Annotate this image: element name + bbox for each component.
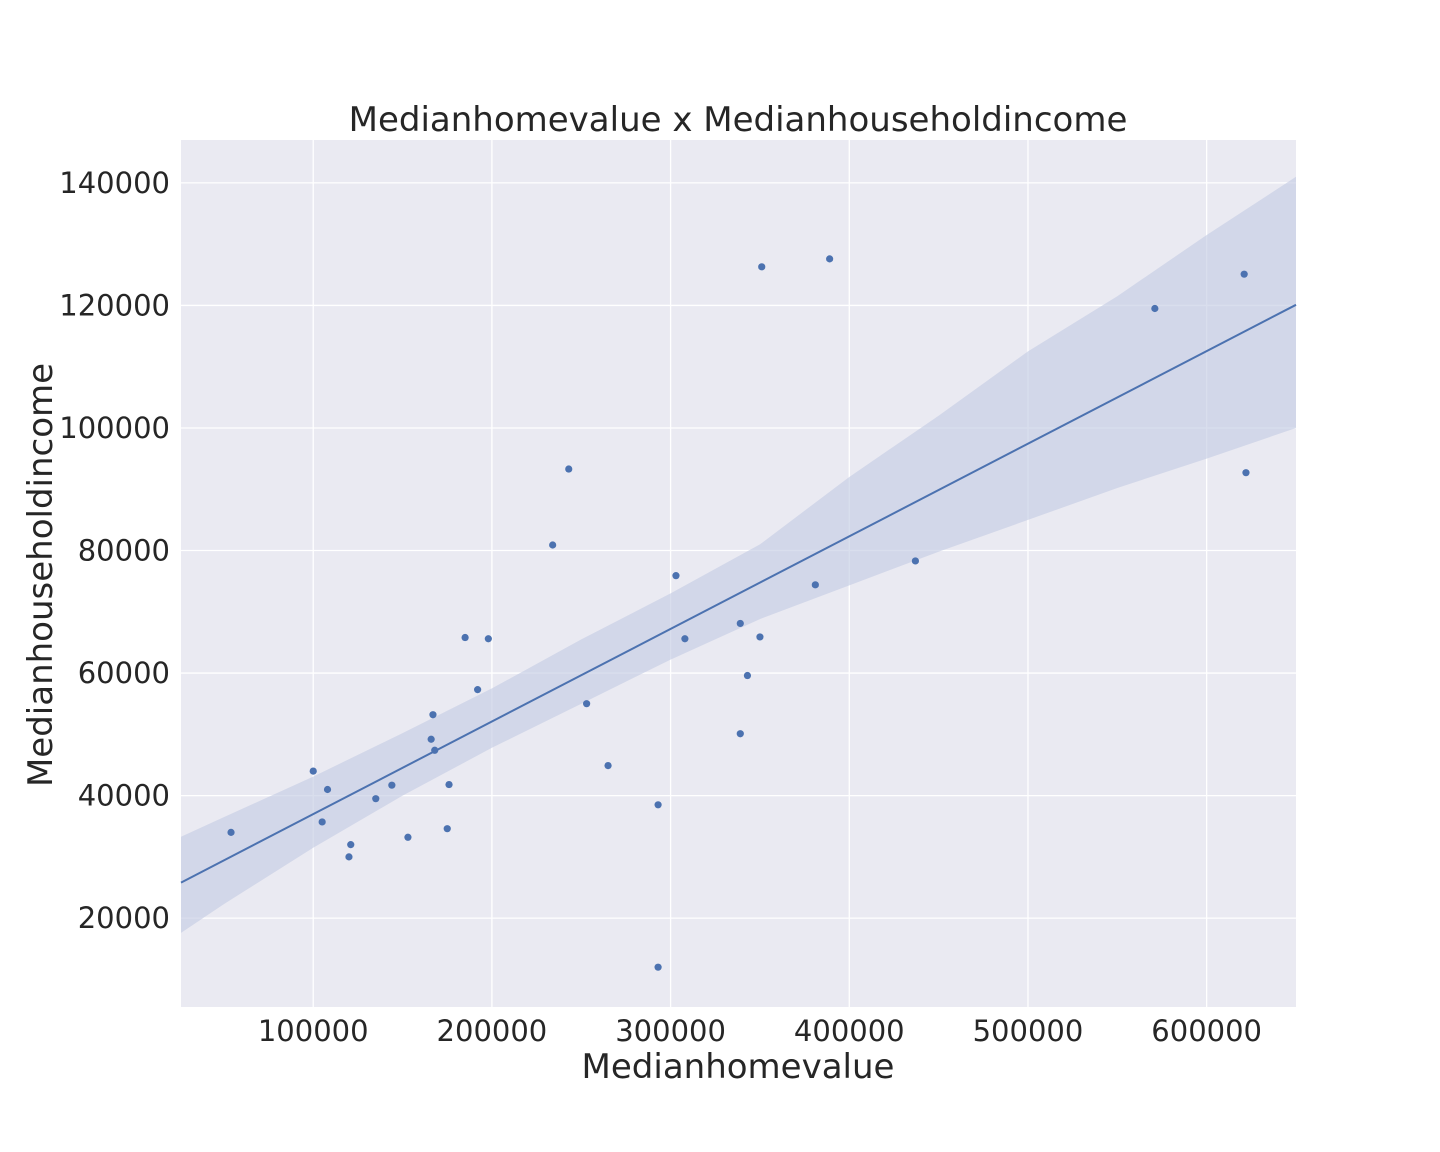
data-point-29 — [758, 263, 766, 271]
data-point-9 — [427, 735, 435, 743]
data-point-3 — [323, 785, 332, 794]
y-tick-label-6: 140000 — [59, 166, 170, 200]
data-point-7 — [388, 781, 396, 789]
data-point-23 — [672, 572, 680, 580]
data-point-15 — [474, 686, 482, 694]
data-point-34 — [1240, 270, 1248, 278]
data-point-25 — [736, 619, 744, 628]
data-point-11 — [431, 746, 439, 754]
data-point-10 — [429, 711, 437, 719]
chart-title: Medianhomevalue x Medianhouseholdincome — [349, 100, 1128, 140]
confidence-band-layer — [181, 176, 1296, 933]
data-point-18 — [565, 465, 573, 473]
data-point-19 — [583, 700, 591, 708]
x-tick-label-1: 200000 — [437, 1014, 548, 1048]
data-point-4 — [345, 853, 353, 861]
y-tick-label-2: 60000 — [78, 656, 170, 690]
regression-line — [180, 303, 1297, 884]
x-axis-label: Medianhomevalue — [582, 1047, 895, 1087]
x-tick-label-0: 100000 — [258, 1014, 369, 1048]
data-points — [227, 255, 1250, 971]
data-point-30 — [811, 581, 819, 589]
data-point-24 — [681, 635, 689, 643]
y-tick-label-0: 20000 — [78, 901, 170, 935]
data-point-33 — [1151, 304, 1159, 313]
confidence-band — [181, 176, 1296, 933]
data-point-8 — [404, 833, 412, 841]
x-tick-labels: 100000 200000 300000 400000 500000 600000 — [258, 1014, 1262, 1048]
regression-line-layer — [180, 303, 1297, 884]
x-tick-label-5: 600000 — [1151, 1014, 1262, 1048]
y-tick-label-4: 100000 — [59, 411, 170, 445]
data-point-32 — [911, 557, 919, 565]
data-point-5 — [347, 841, 355, 849]
y-tick-label-3: 80000 — [78, 534, 170, 568]
data-point-21 — [654, 801, 662, 809]
data-point-6 — [372, 795, 380, 803]
y-axis-label: Medianhouseholdincome — [21, 363, 61, 787]
data-point-35 — [1242, 469, 1250, 477]
data-point-28 — [756, 633, 764, 641]
data-point-2 — [318, 818, 326, 826]
x-tick-label-3: 400000 — [794, 1014, 905, 1048]
y-tick-label-5: 120000 — [59, 288, 170, 322]
data-point-20 — [604, 761, 612, 770]
data-point-12 — [443, 825, 451, 833]
data-point-22 — [654, 963, 662, 971]
data-point-13 — [445, 780, 453, 789]
y-tick-labels: 20000 40000 60000 80000 100000 120000 140000 — [59, 166, 170, 935]
x-tick-label-4: 500000 — [973, 1014, 1084, 1048]
data-point-14 — [461, 633, 469, 642]
data-point-26 — [736, 730, 744, 738]
data-point-31 — [826, 255, 834, 263]
data-point-27 — [743, 671, 752, 680]
data-point-16 — [484, 635, 492, 643]
data-point-0 — [227, 828, 235, 836]
y-tick-label-1: 40000 — [78, 779, 170, 813]
x-tick-label-2: 300000 — [615, 1014, 726, 1048]
data-point-1 — [309, 767, 317, 775]
data-point-17 — [549, 541, 557, 549]
